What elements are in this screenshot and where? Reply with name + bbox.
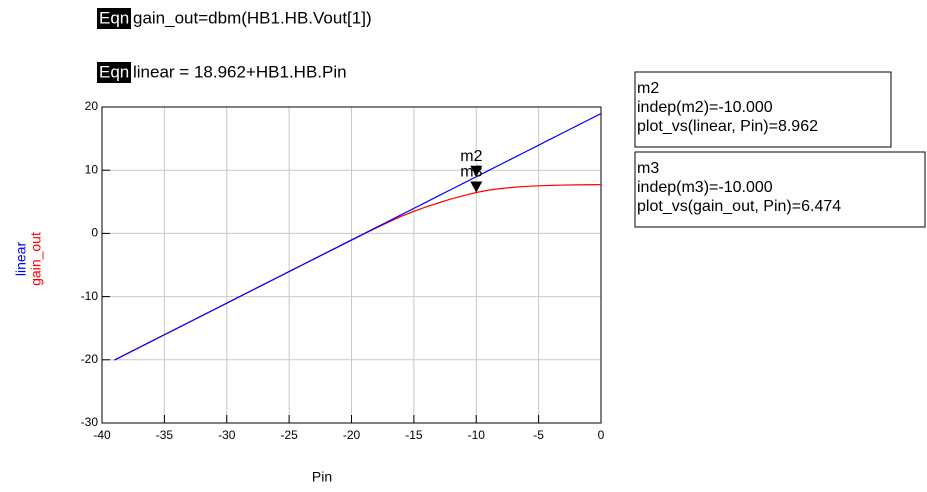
x-axis-label: Pin	[312, 469, 332, 485]
x-tick-label: -15	[405, 428, 423, 442]
readout-line: plot_vs(linear, Pin)=8.962	[637, 118, 818, 135]
y-tick-label: 20	[85, 99, 99, 113]
x-tick-label: -20	[343, 428, 361, 442]
y-tick-label: -20	[81, 352, 99, 366]
marker	[470, 181, 483, 193]
y-tick-label: -10	[81, 289, 99, 303]
x-tick-label: -25	[280, 428, 298, 442]
x-tick-label: -5	[533, 428, 544, 442]
x-tick-label: -35	[156, 428, 174, 442]
y-tick-label: 10	[85, 162, 99, 176]
x-tick-label: -10	[468, 428, 486, 442]
x-tick-label: -40	[93, 428, 111, 442]
plot-frame	[101, 106, 602, 424]
equation: linear = 18.962+HB1.HB.Pin	[133, 62, 347, 81]
marker	[470, 165, 483, 177]
y-axis-label: linear	[13, 242, 29, 277]
eqn-tag: Eqn	[99, 62, 129, 81]
eqn-tag-box	[97, 62, 131, 83]
marker-label: m2	[460, 148, 482, 165]
y-tick-label: 0	[91, 226, 98, 240]
eqn-tag: Eqn	[99, 8, 129, 27]
readout-line: m2	[637, 80, 659, 97]
y-axis-label: gain_out	[28, 232, 44, 286]
y-tick-label: -30	[81, 415, 99, 429]
x-tick-label: 0	[598, 428, 605, 442]
readout-line: indep(m3)=-10.000	[637, 179, 773, 196]
readout-box	[634, 151, 926, 228]
equation: gain_out=dbm(HB1.HB.Vout[1])	[133, 8, 372, 27]
readout-box	[634, 71, 892, 148]
readout-line: indep(m2)=-10.000	[637, 99, 773, 116]
marker-label: m3	[460, 164, 482, 181]
x-tick-label: -30	[218, 428, 236, 442]
line-series	[114, 113, 602, 361]
eqn-tag-box	[97, 8, 131, 29]
readout-line: plot_vs(gain_out, Pin)=6.474	[637, 198, 841, 215]
readout-line: m3	[637, 160, 659, 177]
